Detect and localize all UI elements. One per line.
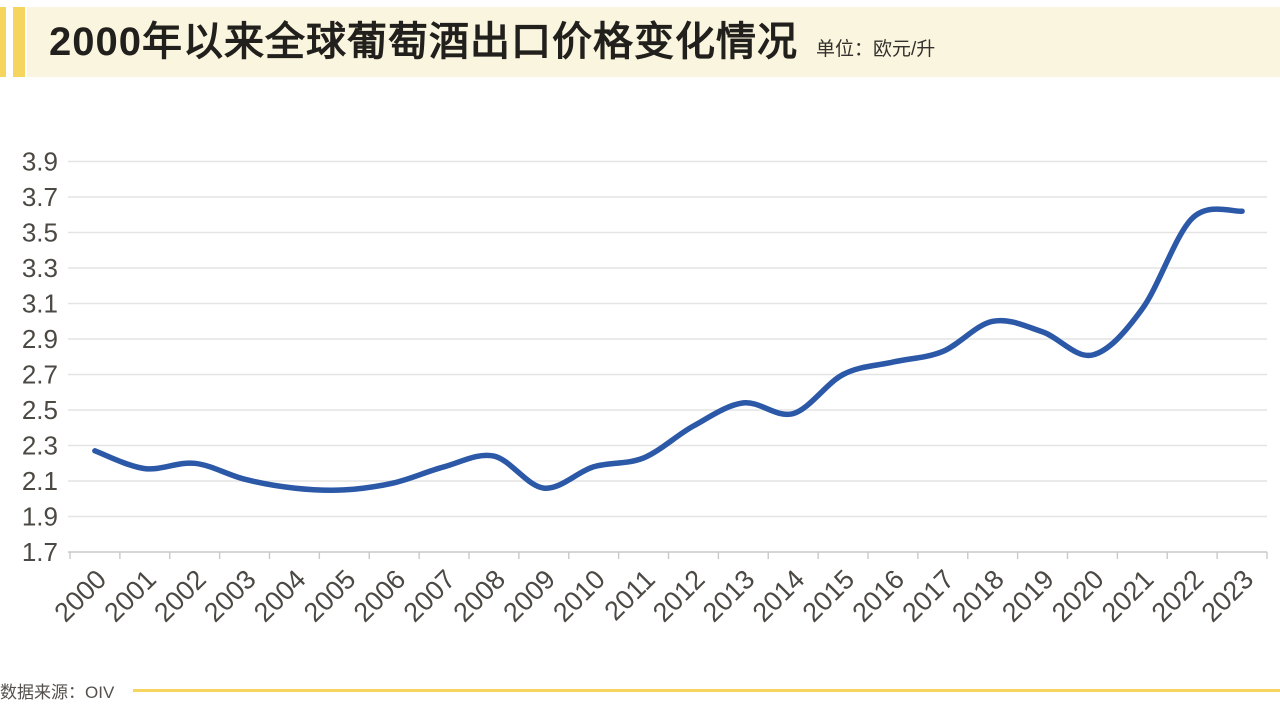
footer-rule	[133, 689, 1280, 692]
y-axis-label: 1.7	[22, 537, 58, 567]
x-axis-label: 2014	[747, 564, 811, 628]
header-band: 2000年以来全球葡萄酒出口价格变化情况 单位：欧元/升	[27, 7, 1280, 77]
accent-bar-thick	[13, 7, 25, 77]
y-axis-label: 2.9	[22, 324, 58, 354]
x-axis-label: 2003	[198, 564, 262, 628]
x-axis-label: 2017	[896, 564, 960, 628]
x-axis-label: 2010	[547, 564, 611, 628]
x-axis-label: 2018	[946, 564, 1010, 628]
accent-bar-thin	[0, 7, 6, 77]
y-axis-label: 3.7	[22, 182, 58, 212]
footer: 数据来源：OIV	[0, 672, 1280, 702]
data-source-label: 数据来源：OIV	[0, 683, 115, 702]
x-axis-label: 2009	[497, 564, 561, 628]
x-axis-label: 2007	[398, 564, 462, 628]
x-axis-label: 2011	[599, 564, 661, 626]
y-axis-label: 2.5	[22, 395, 58, 425]
y-axis-label: 3.1	[22, 289, 58, 319]
x-axis-label: 2013	[697, 564, 761, 628]
x-axis-label: 2008	[447, 564, 511, 628]
x-axis-label: 2005	[298, 564, 362, 628]
price-line	[92, 206, 1245, 494]
x-axis-label: 2001	[98, 564, 162, 628]
y-axis-label: 2.3	[22, 431, 58, 461]
x-axis-label: 2012	[647, 564, 711, 628]
x-axis-label: 2000	[48, 564, 112, 628]
y-axis-label: 3.3	[22, 253, 58, 283]
x-axis-label: 2021	[1096, 564, 1160, 628]
y-axis-label: 3.9	[22, 147, 58, 177]
x-axis-label: 2023	[1196, 564, 1260, 628]
x-axis-label: 2022	[1146, 564, 1210, 628]
unit-label: 单位：欧元/升	[815, 39, 936, 60]
x-axis-label: 2015	[797, 564, 861, 628]
y-axis-label: 3.5	[22, 218, 58, 248]
x-axis-label: 2006	[348, 564, 412, 628]
x-axis-label: 2004	[248, 564, 312, 628]
x-axis-label: 2002	[148, 564, 212, 628]
y-axis-label: 2.7	[22, 360, 58, 390]
y-axis-label: 1.9	[22, 502, 58, 532]
x-axis-label: 2016	[846, 564, 910, 628]
x-axis-label: 2019	[996, 564, 1060, 628]
x-axis-label: 2020	[1046, 564, 1110, 628]
y-axis-label: 2.1	[22, 466, 58, 496]
page-title: 2000年以来全球葡萄酒出口价格变化情况	[49, 20, 798, 64]
